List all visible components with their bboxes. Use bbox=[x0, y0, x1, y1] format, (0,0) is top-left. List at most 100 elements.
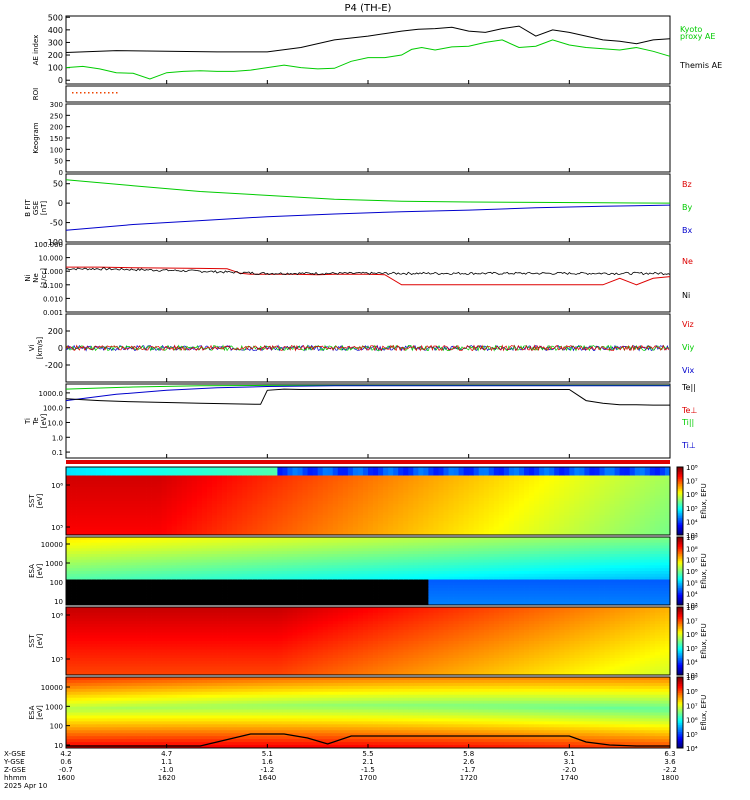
esa-e-cell bbox=[96, 568, 102, 572]
sst-e-cell bbox=[579, 520, 585, 525]
sst-e-cell bbox=[559, 526, 565, 530]
esa-e-cell bbox=[66, 545, 72, 549]
sst-e-cell bbox=[483, 481, 490, 485]
sst-e-cell bbox=[282, 486, 288, 491]
sst-e-cell bbox=[262, 515, 268, 519]
esa-e-cell bbox=[106, 548, 112, 552]
sst-e-cell bbox=[383, 481, 389, 485]
sst-e-cell bbox=[176, 506, 183, 510]
density-ytick: 100.000 bbox=[34, 241, 63, 249]
sst-e-cell bbox=[579, 512, 585, 516]
esa-e-cell bbox=[206, 556, 213, 561]
legend-viy: Viy bbox=[682, 343, 695, 352]
esa-e-cell bbox=[181, 556, 188, 561]
sst-e-cell bbox=[609, 512, 616, 516]
sst-e-cell bbox=[549, 467, 555, 471]
sst-e-cell bbox=[589, 515, 595, 519]
esa-e-cell bbox=[257, 599, 263, 603]
esa-e-cell bbox=[161, 556, 168, 561]
esa-e-cell bbox=[116, 590, 122, 595]
sst-e-cell bbox=[654, 518, 661, 522]
sst-e-cell bbox=[151, 478, 157, 482]
sst-e-cell bbox=[156, 495, 163, 499]
esa-e-cell bbox=[121, 539, 127, 544]
sst-e-cell bbox=[478, 509, 485, 513]
sst-e-cell bbox=[368, 532, 374, 536]
esa-e-cell bbox=[201, 545, 208, 549]
sst-e-cell bbox=[554, 486, 560, 491]
sst-e-cell bbox=[217, 529, 223, 533]
esa-e-cell bbox=[156, 588, 163, 592]
sst-e-cell bbox=[126, 498, 132, 502]
sst-e-cell bbox=[181, 512, 188, 516]
sst-e-cell bbox=[498, 529, 505, 533]
esa-e-cell bbox=[267, 571, 273, 575]
sst-e-cell bbox=[191, 481, 198, 485]
sst-e-cell bbox=[111, 489, 117, 493]
esa-e-cell bbox=[307, 542, 314, 546]
esa-e-cell bbox=[282, 596, 288, 600]
esa-e-cell bbox=[272, 545, 278, 549]
esa-e-cell bbox=[146, 556, 152, 561]
sst-e-cell bbox=[589, 503, 595, 508]
esa-e-cell bbox=[76, 551, 82, 555]
esa-e-cell bbox=[86, 554, 92, 558]
sst-e-colorbar-cell bbox=[677, 478, 683, 482]
sst-e-cell bbox=[257, 532, 263, 536]
esa-e-cell bbox=[378, 588, 384, 592]
sst-e-cell bbox=[217, 501, 223, 505]
sst-e-cell bbox=[201, 486, 208, 491]
esa-e-cell bbox=[252, 585, 258, 589]
esa-e-cell bbox=[101, 537, 107, 541]
density-ylabel: [1/cc] bbox=[40, 268, 48, 288]
sst-e-cell bbox=[96, 481, 102, 485]
sst-e-cell bbox=[237, 478, 243, 482]
sst-e-cell bbox=[534, 489, 540, 493]
esa-e-cell bbox=[161, 571, 168, 575]
esa-e-cell bbox=[81, 585, 87, 589]
esa-e-cell bbox=[413, 573, 419, 578]
density-ytick: 0.001 bbox=[43, 309, 63, 317]
esa-e-cell bbox=[191, 565, 198, 569]
sst-e-cell bbox=[357, 489, 364, 493]
esa-e-cell bbox=[247, 571, 253, 575]
sst-e-cell bbox=[624, 481, 631, 485]
sst-e-cell bbox=[519, 520, 525, 525]
esa-e-cell bbox=[141, 590, 147, 595]
sst-e-cell bbox=[101, 495, 107, 499]
esa-e-cell bbox=[126, 562, 132, 566]
sst-e-cell bbox=[453, 526, 459, 530]
temp-ytick: 0.1 bbox=[52, 449, 63, 457]
esa-e-cell bbox=[287, 545, 293, 549]
sst-e-cell bbox=[383, 506, 389, 510]
esa-e-cell bbox=[388, 537, 394, 541]
sst-e-cell bbox=[544, 503, 550, 508]
sst-e-cell bbox=[347, 509, 354, 513]
sst-e-cell bbox=[91, 489, 97, 493]
sst-e-cell bbox=[247, 501, 253, 505]
sst-e-cell bbox=[196, 467, 203, 471]
esa-e-cell bbox=[317, 548, 324, 552]
sst-e-cell bbox=[136, 503, 142, 508]
sst-e-colorbar-cell bbox=[677, 509, 683, 512]
esa-e-cell bbox=[272, 562, 278, 566]
sst-e-cell bbox=[448, 515, 454, 519]
sst-e-cell bbox=[488, 472, 495, 476]
sst-e-cell bbox=[347, 484, 354, 488]
sst-e-cell bbox=[473, 486, 480, 491]
sst-e-cell bbox=[649, 526, 656, 530]
sst-e-cell bbox=[206, 501, 213, 505]
esa-e-cell bbox=[302, 568, 308, 572]
sst-e-cell bbox=[544, 472, 550, 476]
sst-e-cell bbox=[483, 526, 490, 530]
esa-e-cell bbox=[181, 576, 188, 580]
esa-e-cell bbox=[448, 579, 454, 583]
sst-e-cell bbox=[609, 529, 616, 533]
sst-e-cell bbox=[519, 489, 525, 493]
sst-e-cell bbox=[247, 512, 253, 516]
sst-e-cell bbox=[322, 509, 329, 513]
sst-e-cell bbox=[513, 481, 520, 485]
esa-e-cell bbox=[448, 559, 454, 563]
sst-e-cell bbox=[191, 512, 198, 516]
esa-e-cell bbox=[242, 539, 248, 544]
